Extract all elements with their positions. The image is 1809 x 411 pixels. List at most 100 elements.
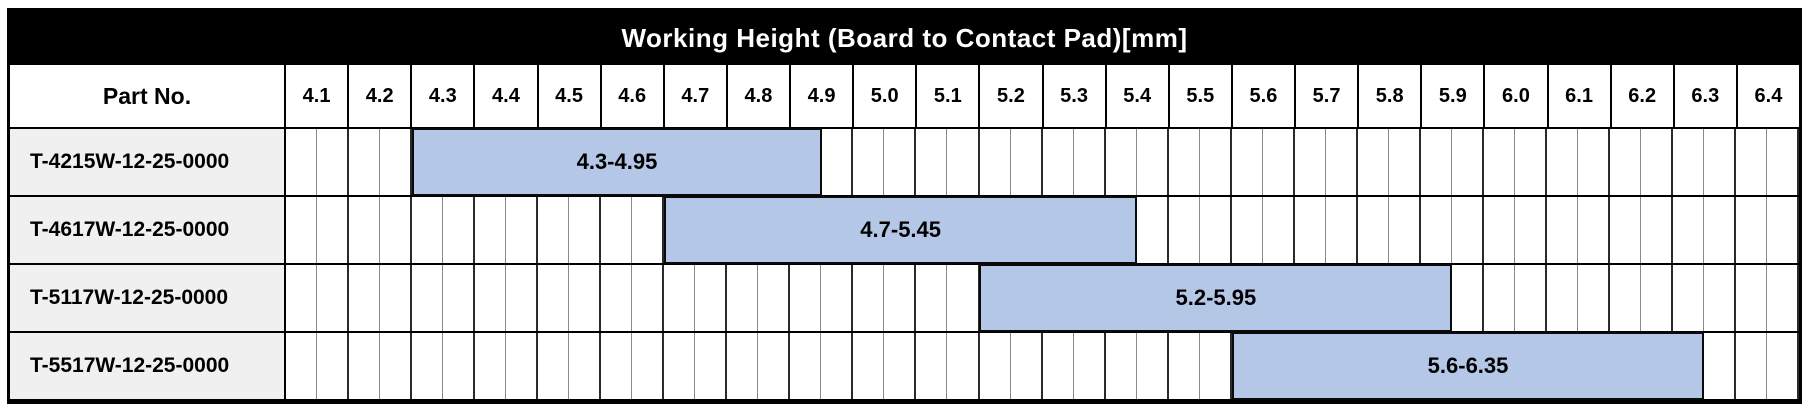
grid-cell bbox=[1546, 197, 1610, 263]
grid-cell bbox=[1483, 129, 1547, 195]
table-row: T-4617W-12-25-0000 4.7-5.45 bbox=[10, 196, 1800, 265]
grid-cell bbox=[853, 333, 917, 399]
grid-cell bbox=[790, 333, 854, 399]
grid-cell bbox=[1736, 265, 1800, 331]
grid-cell bbox=[349, 129, 413, 195]
part-no-cell: T-4215W-12-25-0000 bbox=[10, 129, 286, 195]
grid-cell bbox=[664, 333, 728, 399]
grid-cell bbox=[412, 197, 476, 263]
axis-tick-4.8: 4.8 bbox=[728, 65, 791, 127]
axis-tick-4.5: 4.5 bbox=[539, 65, 602, 127]
grid-cell bbox=[979, 333, 1043, 399]
axis-tick-5.0: 5.0 bbox=[854, 65, 918, 127]
grid-cell bbox=[538, 333, 602, 399]
grid-cell bbox=[286, 265, 350, 331]
axis-tick-4.6: 4.6 bbox=[602, 65, 665, 127]
grid-cell bbox=[1736, 197, 1800, 263]
grid-cell bbox=[601, 197, 665, 263]
axis-tick-5.4: 5.4 bbox=[1107, 65, 1170, 127]
grid-cell bbox=[1168, 129, 1232, 195]
grid-cell bbox=[412, 333, 476, 399]
grid-cell bbox=[790, 265, 854, 331]
grid-cell bbox=[349, 197, 413, 263]
table-row: T-4215W-12-25-0000 4.3-4.95 bbox=[10, 128, 1800, 197]
working-height-range-bar: 4.3-4.95 bbox=[412, 128, 822, 196]
grid-cell bbox=[1609, 129, 1674, 195]
grid-cell bbox=[538, 197, 602, 263]
axis-header-row: Part No. 4.1 4.2 4.3 4.4 4.5 4.6 4.7 4.8 4.9 5.0 5… bbox=[10, 65, 1799, 129]
grid-cell bbox=[538, 265, 602, 331]
grid-cell bbox=[1609, 265, 1674, 331]
working-height-range-bar: 5.6-6.35 bbox=[1231, 332, 1705, 400]
grid-cell bbox=[1546, 265, 1610, 331]
grid-cell bbox=[979, 129, 1043, 195]
grid-cell bbox=[601, 333, 665, 399]
grid-cell bbox=[853, 265, 917, 331]
range-track: 5.2-5.95 bbox=[286, 264, 1800, 332]
axis-tick-5.9: 5.9 bbox=[1422, 65, 1486, 127]
axis-tick-5.1: 5.1 bbox=[917, 65, 981, 127]
grid-cell bbox=[286, 129, 350, 195]
grid-cell bbox=[916, 333, 980, 399]
grid-cell bbox=[727, 333, 791, 399]
axis-tick-4.3: 4.3 bbox=[412, 65, 476, 127]
grid-cell bbox=[475, 197, 539, 263]
axis-tick-4.7: 4.7 bbox=[665, 65, 728, 127]
axis-tick-row: 4.1 4.2 4.3 4.4 4.5 4.6 4.7 4.8 4.9 5.0 5.1 5.2 5.3 5… bbox=[286, 65, 1799, 127]
axis-tick-5.3: 5.3 bbox=[1044, 65, 1107, 127]
grid-cell bbox=[1483, 197, 1547, 263]
range-track: 5.6-6.35 bbox=[286, 332, 1800, 400]
working-height-range-bar: 4.7-5.45 bbox=[664, 196, 1138, 264]
grid-cell bbox=[1357, 129, 1421, 195]
grid-cell bbox=[1420, 197, 1484, 263]
grid-cell bbox=[1673, 265, 1737, 331]
table-row: T-5517W-12-25-0000 5.6-6.35 bbox=[10, 332, 1800, 400]
part-no-header-label: Part No. bbox=[102, 82, 192, 109]
grid-cell bbox=[475, 333, 539, 399]
grid-cell bbox=[1736, 333, 1800, 399]
grid-cell bbox=[916, 265, 980, 331]
axis-tick-4.9: 4.9 bbox=[791, 65, 855, 127]
axis-tick-4.2: 4.2 bbox=[349, 65, 413, 127]
grid-cell bbox=[664, 265, 728, 331]
grid-cell bbox=[286, 197, 350, 263]
grid-cell bbox=[349, 333, 413, 399]
chart-title-bar: Working Height (Board to Contact Pad)[mm… bbox=[10, 11, 1799, 65]
axis-tick-5.5: 5.5 bbox=[1170, 65, 1233, 127]
grid-cell bbox=[1105, 333, 1169, 399]
working-height-table: Working Height (Board to Contact Pad)[mm… bbox=[7, 8, 1802, 404]
grid-cell bbox=[916, 129, 980, 195]
grid-cell bbox=[1609, 197, 1674, 263]
range-track: 4.7-5.45 bbox=[286, 196, 1800, 264]
grid-cell bbox=[286, 333, 350, 399]
grid-cell bbox=[727, 265, 791, 331]
axis-tick-6.3: 6.3 bbox=[1675, 65, 1738, 127]
grid-cell bbox=[1483, 265, 1547, 331]
axis-tick-4.1: 4.1 bbox=[286, 65, 350, 127]
grid-cell bbox=[349, 265, 413, 331]
grid-cell bbox=[1673, 129, 1737, 195]
axis-tick-6.1: 6.1 bbox=[1549, 65, 1612, 127]
chart-title: Working Height (Board to Contact Pad)[mm… bbox=[621, 22, 1188, 53]
working-height-range-bar: 5.2-5.95 bbox=[979, 264, 1453, 332]
grid-cell bbox=[1105, 129, 1169, 195]
grid-cell bbox=[1294, 197, 1358, 263]
table-row: T-5117W-12-25-0000 5.2-5.95 bbox=[10, 264, 1800, 333]
grid-cell bbox=[1736, 129, 1800, 195]
part-no-column-header: Part No. bbox=[10, 65, 286, 127]
part-no-cell: T-5517W-12-25-0000 bbox=[10, 333, 286, 399]
axis-tick-6.2: 6.2 bbox=[1612, 65, 1675, 127]
grid-cell bbox=[1420, 129, 1484, 195]
axis-tick-6.0: 6.0 bbox=[1485, 65, 1549, 127]
part-no-cell: T-4617W-12-25-0000 bbox=[10, 197, 286, 263]
grid-cell bbox=[1546, 129, 1610, 195]
range-track: 4.3-4.95 bbox=[286, 128, 1800, 196]
axis-tick-4.4: 4.4 bbox=[475, 65, 539, 127]
grid-cell bbox=[1231, 197, 1295, 263]
axis-tick-5.2: 5.2 bbox=[980, 65, 1044, 127]
grid-cell bbox=[1168, 333, 1232, 399]
grid-cell bbox=[475, 265, 539, 331]
axis-tick-5.6: 5.6 bbox=[1233, 65, 1296, 127]
grid-cell bbox=[853, 129, 917, 195]
